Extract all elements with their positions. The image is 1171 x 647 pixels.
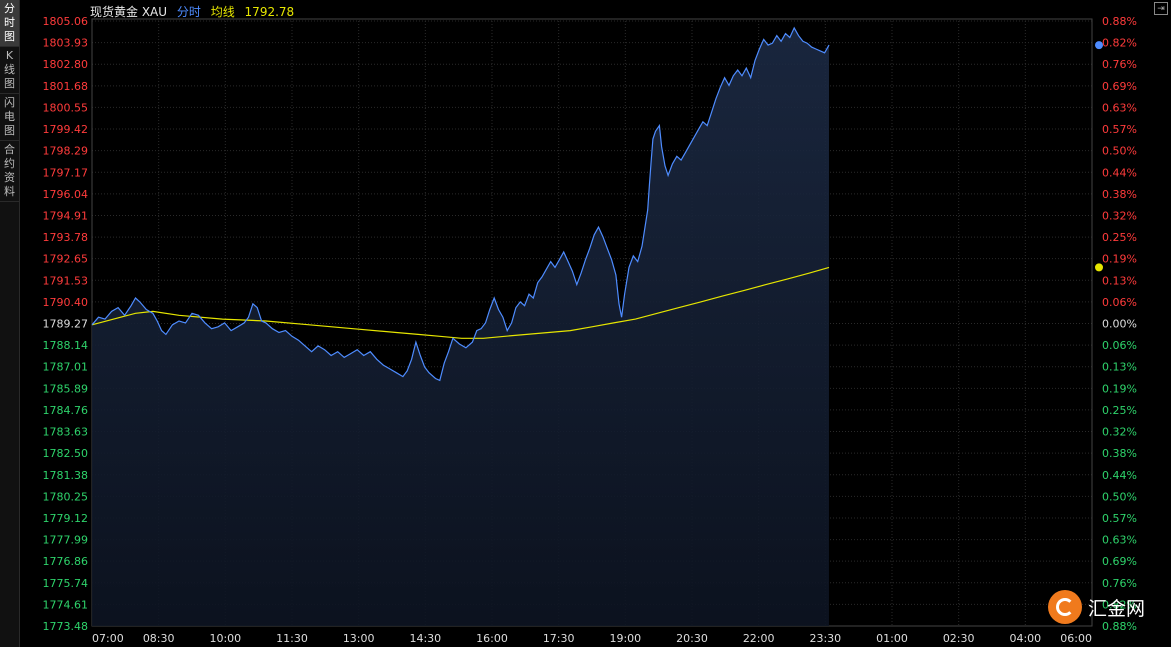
price-line <box>91 26 830 382</box>
time-tick-label: 11:30 <box>276 632 308 645</box>
price-tick-label: 1784.76 <box>43 404 89 417</box>
side-tab-bar: 分时图 K线图 闪电图 合约资料 <box>0 0 20 647</box>
price-tick-label: 1785.89 <box>43 382 89 395</box>
price-tick-label: 1805.06 <box>43 15 89 28</box>
time-tick-label: 17:30 <box>543 632 575 645</box>
time-tick-label: 02:30 <box>943 632 975 645</box>
price-tick-label: 1791.53 <box>43 274 89 287</box>
pct-tick-label: 0.25% <box>1102 231 1137 244</box>
time-tick-label: 20:30 <box>676 632 708 645</box>
time-tick-label: 14:30 <box>409 632 441 645</box>
time-tick-label: 08:30 <box>143 632 175 645</box>
pct-tick-label: 0.32% <box>1102 209 1137 222</box>
pct-tick-label: 0.50% <box>1102 490 1137 503</box>
price-tick-label: 1783.63 <box>43 426 89 439</box>
expand-icon[interactable]: ⇥ <box>1154 2 1168 15</box>
price-tick-label: 1773.48 <box>43 620 89 633</box>
pct-tick-label: 0.82% <box>1102 598 1137 611</box>
pct-tick-label: 0.32% <box>1102 426 1137 439</box>
time-tick-label: 07:00 <box>92 632 124 645</box>
price-tick-label: 1793.78 <box>43 231 89 244</box>
pct-tick-label: 0.88% <box>1102 15 1137 28</box>
average-line <box>91 266 830 339</box>
price-tick-label: 1798.29 <box>43 145 89 158</box>
price-tick-label: 1790.40 <box>43 296 89 309</box>
pct-tick-label: 0.25% <box>1102 404 1137 417</box>
pct-tick-label: 0.76% <box>1102 58 1137 71</box>
avg-label: 均线 <box>210 5 235 19</box>
pct-tick-label: 0.00% <box>1102 318 1137 331</box>
price-tick-label: 1797.17 <box>43 166 89 179</box>
pct-tick-label: 0.76% <box>1102 577 1137 590</box>
watermark-logo: 汇金网 <box>1048 590 1145 624</box>
price-tick-label: 1802.80 <box>43 58 89 71</box>
mode-label: 分时 <box>176 5 201 19</box>
pct-tick-label: 0.69% <box>1102 80 1137 93</box>
price-tick-label: 1777.99 <box>43 534 89 547</box>
time-tick-label: 04:00 <box>1009 632 1041 645</box>
pct-tick-label: 0.44% <box>1102 166 1137 179</box>
time-tick-label: 10:00 <box>209 632 241 645</box>
price-tick-label: 1787.01 <box>43 361 89 374</box>
price-tick-label: 1776.86 <box>43 555 89 568</box>
pct-tick-label: 0.44% <box>1102 469 1137 482</box>
price-end-marker <box>1095 41 1103 50</box>
time-tick-label: 13:00 <box>343 632 375 645</box>
time-tick-label: 19:00 <box>609 632 641 645</box>
pct-tick-label: 0.82% <box>1102 37 1137 50</box>
side-tab-2[interactable]: 闪电图 <box>0 94 19 141</box>
avg-value: 1792.78 <box>244 5 295 19</box>
avg-end-marker <box>1095 263 1103 272</box>
price-tick-label: 1782.50 <box>43 447 89 460</box>
price-area <box>92 27 829 626</box>
time-tick-label: 16:00 <box>476 632 508 645</box>
time-tick-label: 01:00 <box>876 632 908 645</box>
pct-tick-label: 0.38% <box>1102 188 1137 201</box>
chart-header: 现货黄金 XAU 分时 均线 1792.78 <box>90 3 300 20</box>
pct-tick-label: 0.38% <box>1102 447 1137 460</box>
price-tick-label: 1794.91 <box>43 209 89 222</box>
price-tick-label: 1801.68 <box>43 80 89 93</box>
side-tab-1[interactable]: K线图 <box>0 47 19 94</box>
side-tab-3[interactable]: 合约资料 <box>0 141 19 202</box>
price-tick-label: 1774.61 <box>43 598 89 611</box>
price-tick-label: 1792.65 <box>43 253 89 266</box>
pct-tick-label: 0.13% <box>1102 274 1137 287</box>
price-tick-label: 1800.55 <box>43 101 89 114</box>
price-tick-label: 1803.93 <box>43 37 89 50</box>
pct-tick-label: 0.06% <box>1102 296 1137 309</box>
time-tick-label: 22:00 <box>743 632 775 645</box>
price-tick-label: 1775.74 <box>43 577 89 590</box>
price-tick-label: 1779.12 <box>43 512 89 525</box>
pct-tick-label: 0.50% <box>1102 145 1137 158</box>
price-tick-label: 1799.42 <box>43 123 89 136</box>
price-tick-label: 1781.38 <box>43 469 89 482</box>
side-tab-0[interactable]: 分时图 <box>0 0 19 47</box>
time-tick-label: 23:30 <box>809 632 841 645</box>
pct-tick-label: 0.57% <box>1102 123 1137 136</box>
pct-tick-label: 0.69% <box>1102 555 1137 568</box>
pct-tick-label: 0.63% <box>1102 534 1137 547</box>
instrument-name: 现货黄金 XAU <box>90 5 168 19</box>
pct-tick-label: 0.57% <box>1102 512 1137 525</box>
pct-tick-label: 0.63% <box>1102 101 1137 114</box>
time-tick-label: 06:00 <box>1060 632 1092 645</box>
watermark-text: 汇金网 <box>1088 597 1146 620</box>
price-tick-label: 1796.04 <box>43 188 89 201</box>
pct-tick-label: 0.06% <box>1102 339 1137 352</box>
pct-tick-label: 0.88% <box>1102 620 1137 633</box>
pct-tick-label: 0.19% <box>1102 382 1137 395</box>
price-tick-label: 1788.14 <box>43 339 89 352</box>
price-tick-label: 1780.25 <box>43 490 89 503</box>
pct-tick-label: 0.13% <box>1102 361 1137 374</box>
pct-tick-label: 0.19% <box>1102 253 1137 266</box>
price-tick-label: 1789.27 <box>43 318 89 331</box>
huijin-logo-icon <box>1048 590 1082 624</box>
